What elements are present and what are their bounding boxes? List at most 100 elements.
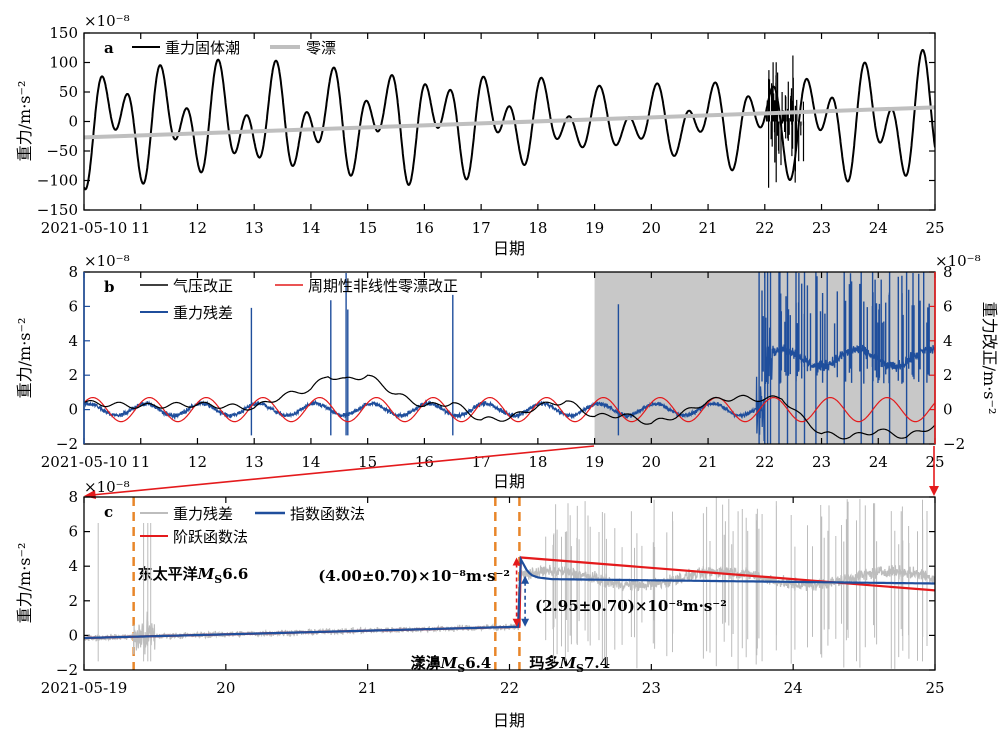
series-periodic-line: [84, 397, 935, 423]
y-tick-label-right: 6: [943, 297, 953, 315]
y-tick-label: −150: [37, 201, 78, 219]
y-tick-label-right: 2: [943, 366, 953, 384]
panel-c-ylabel: 重力/m·s⁻²: [15, 543, 34, 624]
x-tick-label: 23: [642, 679, 661, 697]
x-tick-label: 25: [925, 453, 944, 471]
x-tick-label: 11: [131, 453, 150, 471]
x-tick-label: 21: [699, 219, 718, 237]
panel-b-series: [84, 272, 935, 444]
legend-drift-label: 零漂: [306, 39, 336, 57]
event-label: 漾濞MS6.4: [411, 654, 492, 675]
y-tick-label: −50: [46, 142, 78, 160]
y-tick-label: 0: [68, 401, 78, 419]
series-exp-line: [83, 555, 935, 640]
panel-b-ylabel: 重力/m·s⁻²: [15, 318, 34, 399]
y-tick-label-right: −2: [943, 435, 965, 453]
x-tick-label: 20: [216, 679, 235, 697]
x-tick-label: 18: [528, 219, 547, 237]
x-tick-label: 14: [301, 219, 320, 237]
x-tick-label: 24: [869, 219, 888, 237]
panel-a-ylabel: 重力/m·s⁻²: [15, 81, 34, 162]
y-tick-label: −100: [37, 172, 78, 190]
y-tick-label-right: 8: [943, 263, 953, 281]
x-tick-label: 14: [301, 453, 320, 471]
x-tick-label: 13: [245, 219, 264, 237]
series-residual-c-spikes: [97, 497, 928, 669]
x-tick-label: 19: [585, 453, 604, 471]
y-tick-label: 2: [68, 366, 78, 384]
x-tick-label: 20: [642, 453, 661, 471]
step-offset-arrow-head-bottom: [512, 618, 521, 627]
legend-pressure-label: 气压改正: [173, 277, 233, 295]
x-tick-label: 22: [500, 679, 519, 697]
y-tick-label: 0: [68, 626, 78, 644]
event-label: 玛多MS7.4: [529, 654, 610, 675]
x-tick-label: 15: [358, 219, 377, 237]
panel-b: 2021-05-10111213141516171819202122232425…: [15, 252, 999, 491]
x-tick-label: 25: [925, 679, 944, 697]
x-tick-label: 24: [784, 679, 803, 697]
y-tick-label: −2: [56, 435, 78, 453]
legend-residual-label: 重力残差: [173, 304, 233, 322]
panel-a-series: [83, 49, 936, 191]
panel-b-letter: b: [104, 278, 115, 296]
panel-a-letter: a: [104, 39, 114, 57]
legend-c-residual-label: 重力残差: [173, 505, 233, 523]
y-tick-label: 2: [68, 592, 78, 610]
y-tick-label-right: 0: [943, 401, 953, 419]
x-tick-label: 12: [188, 219, 207, 237]
y-tick-label: 8: [68, 488, 78, 506]
panel-c-annotations: (4.00±0.70)×10⁻⁸m·s⁻² (2.95±0.70)×10⁻⁸m·…: [318, 567, 727, 615]
panel-a-ticks: 2021-05-10 11 12 13 14 15 16 17 18 19 20 21 22 23 24 25…: [37, 24, 945, 237]
step-offset-arrow-head-top: [512, 557, 521, 566]
panel-a-frame: [83, 32, 936, 211]
zoom-link-right-head: [929, 486, 939, 496]
panel-a: 2021-05-10 11 12 13 14 15 16 17 18 19 20 21 22 23 24 25…: [15, 12, 945, 258]
x-tick-label: 21: [699, 453, 718, 471]
y-tick-label: 100: [49, 54, 78, 72]
panel-c-letter: c: [104, 503, 113, 521]
panel-b-ticks: 2021-05-10111213141516171819202122232425…: [41, 263, 965, 471]
x-tick-label: 2021-05-19: [41, 679, 127, 697]
panel-b-y-exponent-right: ×10⁻⁸: [935, 252, 981, 270]
series-tide-line: [84, 49, 935, 191]
panel-c-events: 东太平洋MS6.6 漾濞MS6.4 玛多MS7.4: [132, 497, 610, 675]
panel-b-xlabel: 日期: [493, 472, 525, 491]
x-tick-label: 22: [755, 219, 774, 237]
series-drift-line: [83, 105, 936, 140]
legend-exp-label: 指数函数法: [290, 505, 365, 523]
x-tick-label: 23: [812, 453, 831, 471]
panel-a-y-exponent: ×10⁻⁸: [84, 12, 130, 30]
panel-a-legend: 重力固体潮 零漂: [132, 39, 336, 57]
x-tick-label: 23: [812, 219, 831, 237]
panel-c-frame: [83, 496, 936, 671]
y-tick-label: 6: [68, 523, 78, 541]
x-tick-label: 11: [131, 219, 150, 237]
exp-offset-arrow-head-bottom: [521, 618, 530, 627]
x-tick-label: 15: [358, 453, 377, 471]
y-tick-label-right: 4: [943, 332, 953, 350]
x-tick-label: 20: [642, 219, 661, 237]
exp-offset-annotation: (2.95±0.70)×10⁻⁸m·s⁻²: [535, 597, 727, 615]
y-tick-label: 50: [59, 83, 78, 101]
series-pressure-line: [84, 374, 935, 440]
y-tick-label: 4: [68, 557, 78, 575]
zoom-link-left: [91, 445, 595, 496]
panel-c-xlabel: 日期: [493, 711, 525, 730]
x-tick-label: 21: [358, 679, 377, 697]
x-tick-label: 2021-05-10: [41, 453, 127, 471]
series-residual-b-spikes: [250, 272, 930, 444]
legend-periodic-label: 周期性非线性零漂改正: [308, 277, 458, 295]
series-residual-b-line: [84, 327, 935, 442]
step-offset-annotation: (4.00±0.70)×10⁻⁸m·s⁻²: [318, 567, 510, 585]
panel-c-legend: 重力残差 指数函数法 阶跃函数法: [140, 505, 365, 546]
y-tick-label: 150: [49, 24, 78, 42]
y-tick-label: 8: [68, 263, 78, 281]
panel-b-legend: 气压改正 周期性非线性零漂改正 重力残差: [140, 277, 458, 322]
x-tick-label: 22: [755, 453, 774, 471]
x-tick-label: 19: [585, 219, 604, 237]
x-tick-label: 13: [245, 453, 264, 471]
event-label: 东太平洋MS6.6: [138, 565, 249, 586]
x-tick-label: 18: [528, 453, 547, 471]
